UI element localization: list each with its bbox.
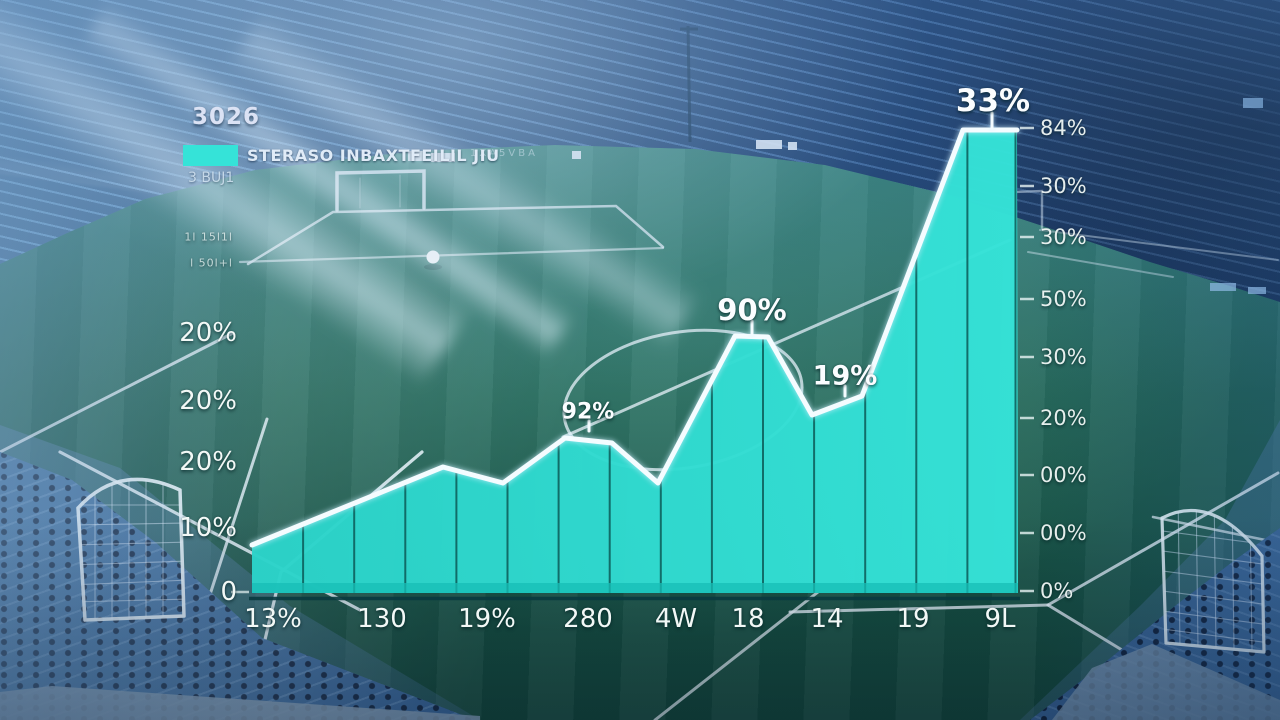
x-axis-label: 18: [731, 604, 765, 634]
data-point-label: 33%: [955, 83, 1031, 119]
x-axis-label: 19: [896, 604, 930, 634]
chart-area-fill: [252, 130, 1018, 593]
y-axis-right-label: 50%: [1040, 287, 1087, 311]
x-axis-label: 19%: [458, 604, 516, 634]
x-axis-label: 130: [357, 604, 407, 634]
goal-frame-bottom-right: [1160, 509, 1266, 654]
legend-swatch: [183, 145, 238, 166]
chart-title: 3026: [192, 104, 261, 130]
y-axis-left-label: 20%: [179, 318, 237, 348]
data-point-label: 90%: [717, 293, 787, 327]
y-axis-left-minor-label: l 50l+l: [190, 256, 233, 270]
right-axis-ticks: [1020, 126, 1034, 593]
data-point-label: 19%: [812, 360, 878, 392]
y-axis-right-label: 30%: [1040, 225, 1087, 249]
y-axis-left-label: 10%: [179, 513, 237, 543]
y-axis-right-label: 30%: [1040, 345, 1087, 369]
y-axis-right-label: 20%: [1040, 406, 1087, 430]
x-axis-label: 13%: [244, 604, 302, 634]
legend-extra-label: 1XA5VBA: [470, 148, 538, 159]
x-axis-label: 4W: [654, 604, 698, 634]
x-axis-label: 280: [563, 604, 613, 634]
x-axis-label: 14: [810, 604, 844, 634]
y-axis-right-label: 00%: [1040, 463, 1087, 487]
y-axis-left-label: 0: [220, 577, 237, 607]
data-point-label: 92%: [561, 399, 615, 425]
chart-area-outline: [249, 127, 1020, 548]
x-axis-label: 9L: [984, 604, 1016, 634]
goal-frame-bottom-left: [76, 477, 186, 622]
y-axis-right-label: 30%: [1040, 174, 1087, 198]
y-axis-right-label: 84%: [1040, 116, 1087, 140]
led-board-dashes: [408, 140, 797, 162]
y-axis-right-label: 00%: [1040, 521, 1087, 545]
y-axis-left-minor-label: 1l 15l1l: [184, 230, 233, 244]
y-axis-left-label: 20%: [179, 447, 237, 477]
y-axis-right-label: 0%: [1040, 579, 1074, 603]
y-axis-left-label: 20%: [179, 386, 237, 416]
floodlight-pole: [680, 25, 698, 143]
legend-sub-label: 3 BUJ1: [188, 170, 235, 186]
legend-label: STERASO INBAXTFEILIL JIU: [247, 146, 500, 165]
